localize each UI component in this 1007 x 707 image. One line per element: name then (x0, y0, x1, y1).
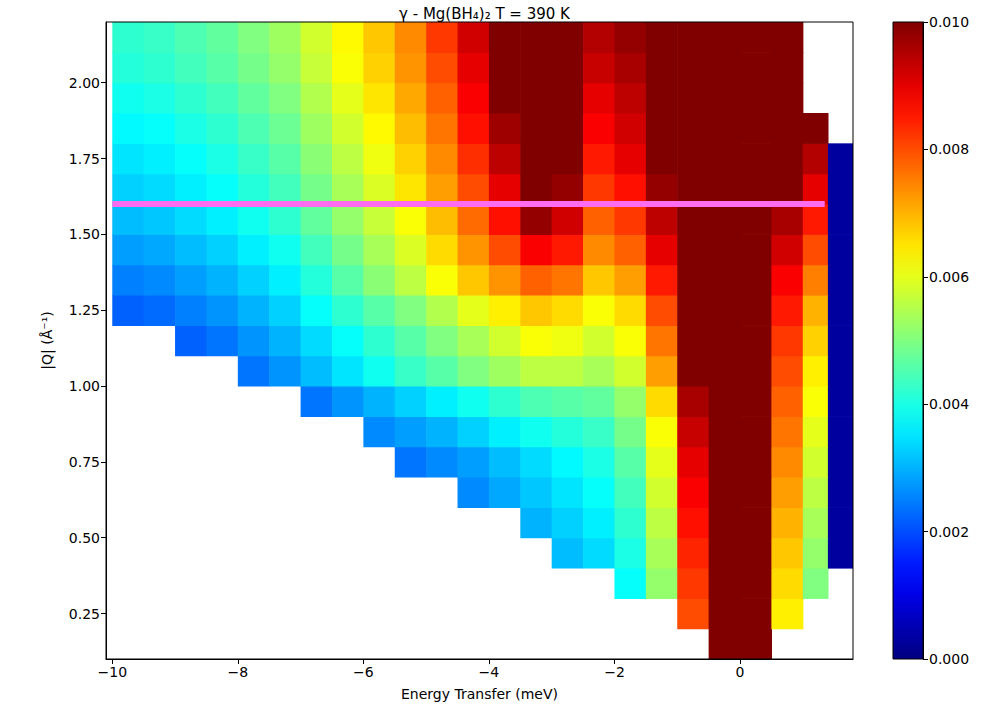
svg-text:Energy Transfer (meV): Energy Transfer (meV) (401, 686, 558, 702)
svg-text:1.75: 1.75 (69, 151, 100, 167)
svg-text:0.002: 0.002 (929, 524, 969, 540)
svg-text:γ - Mg(BH₄)₂ T = 390 K: γ - Mg(BH₄)₂ T = 390 K (399, 5, 571, 23)
svg-text:0.010: 0.010 (929, 14, 969, 30)
svg-text:−2: −2 (604, 664, 625, 680)
svg-text:1.50: 1.50 (69, 226, 100, 242)
svg-text:−8: −8 (228, 664, 249, 680)
svg-text:2.00: 2.00 (69, 75, 100, 91)
svg-text:0.50: 0.50 (69, 530, 100, 546)
svg-text:0.004: 0.004 (929, 396, 969, 412)
svg-text:1.25: 1.25 (69, 302, 100, 318)
svg-text:0.75: 0.75 (69, 454, 100, 470)
svg-text:0.25: 0.25 (69, 606, 100, 622)
svg-text:0.008: 0.008 (929, 141, 969, 157)
svg-text:−10: −10 (98, 664, 128, 680)
svg-text:1.00: 1.00 (69, 378, 100, 394)
svg-text:0: 0 (736, 664, 745, 680)
svg-text:0.006: 0.006 (929, 269, 969, 285)
svg-text:|Q| (Å⁻¹): |Q| (Å⁻¹) (39, 311, 56, 369)
svg-text:0.000: 0.000 (929, 651, 969, 667)
svg-text:−4: −4 (479, 664, 500, 680)
svg-text:−6: −6 (353, 664, 374, 680)
